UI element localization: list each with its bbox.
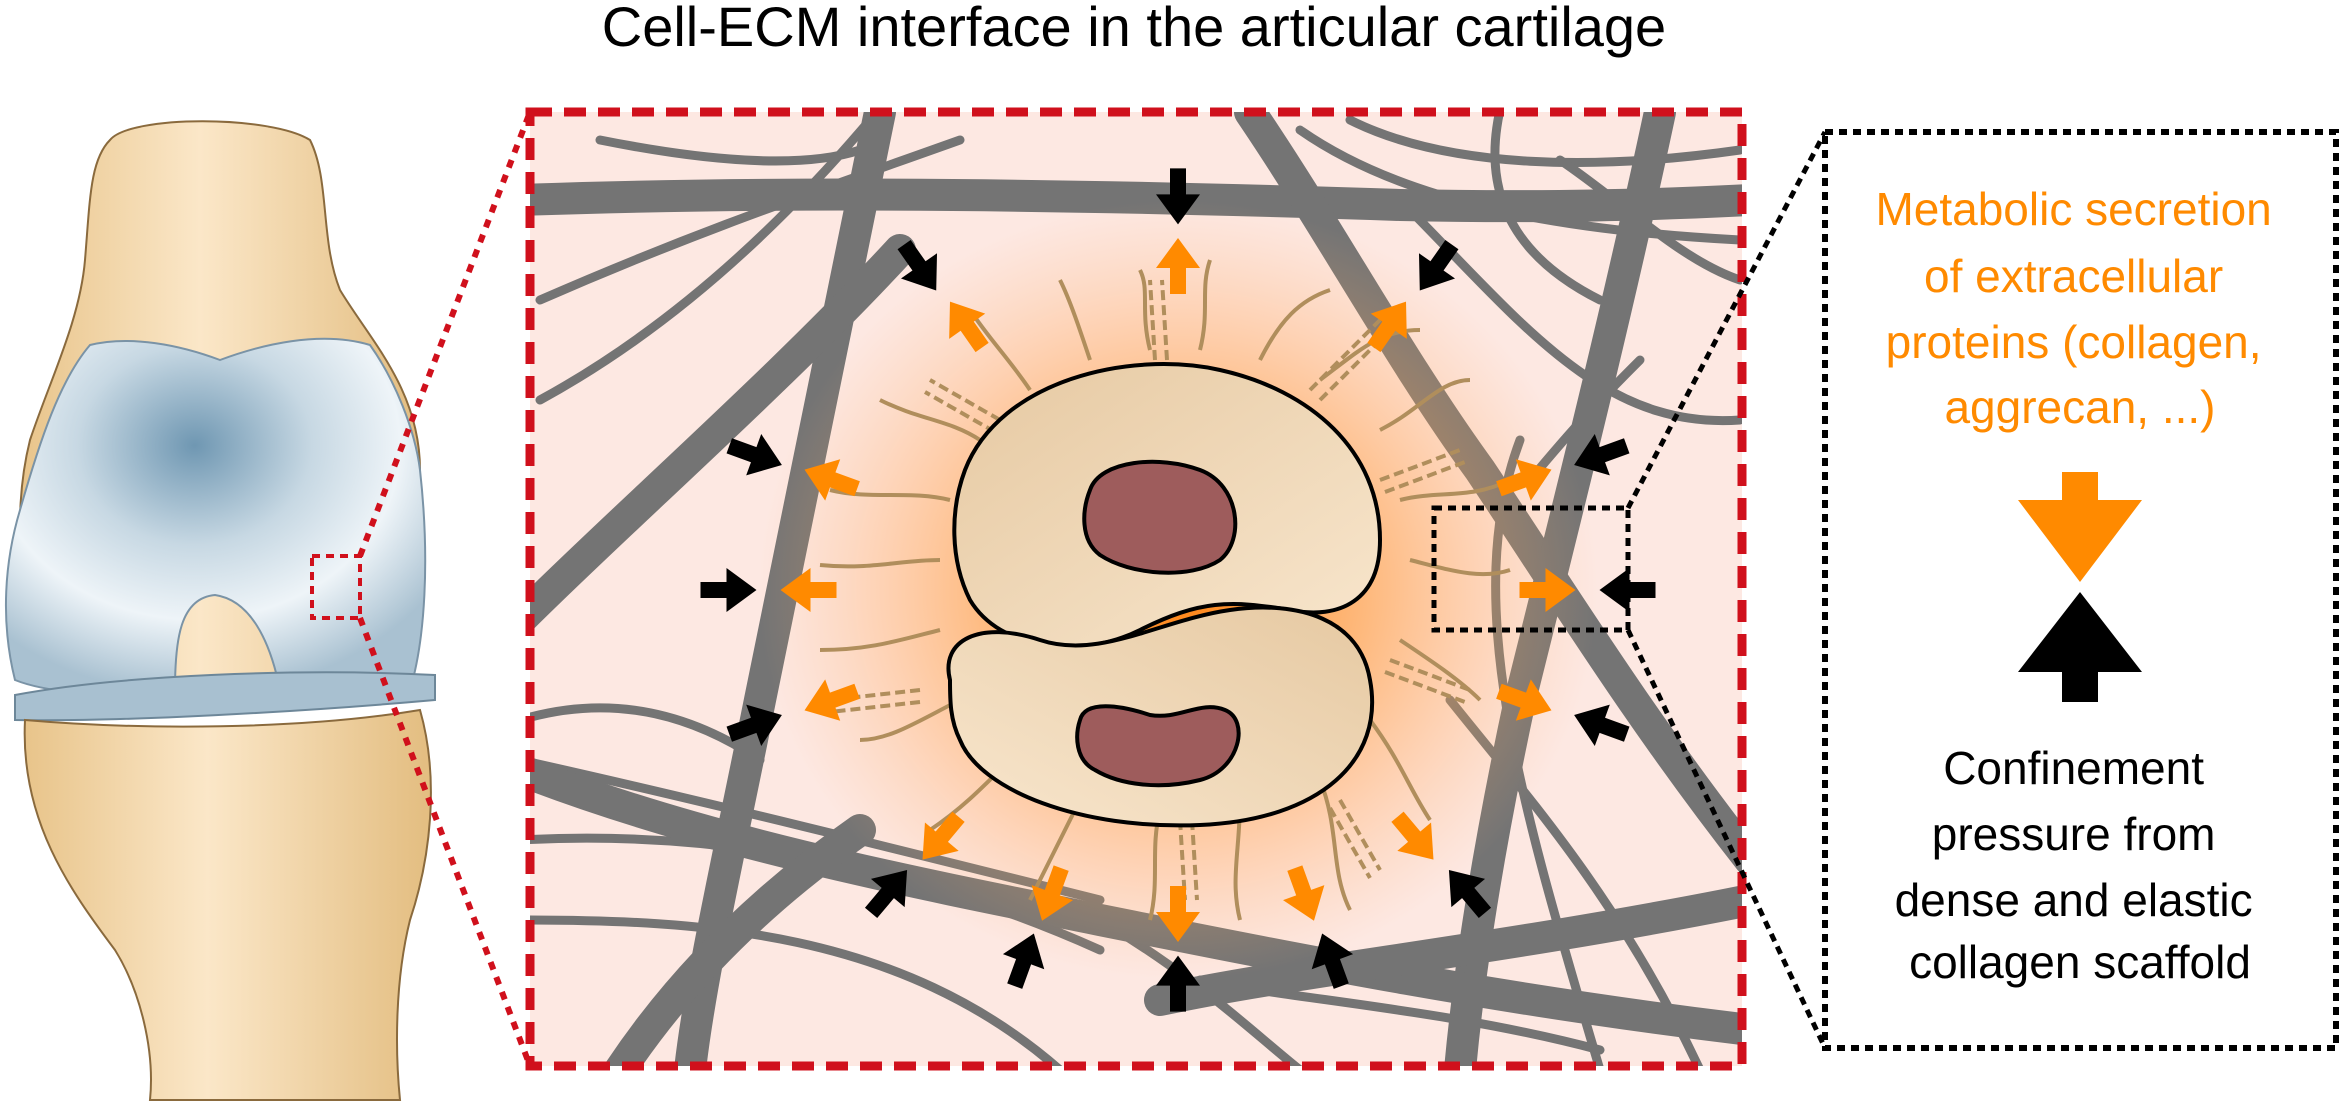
secretion-label: Metabolic secretion of extracellular pro… (1875, 183, 2284, 433)
secreted-collagen-bundles (829, 279, 1471, 901)
inward-arrow-icon (700, 568, 757, 612)
nucleus-icon-lower (1075, 704, 1241, 788)
outward-arrow-icon (949, 301, 989, 353)
outward-arrow-icon (2018, 472, 2142, 582)
outward-arrow-icon (1283, 865, 1325, 921)
inward-arrow-icon (1002, 933, 1045, 989)
knee-joint-icon (4, 120, 436, 1101)
inward-arrow-icon (1574, 434, 1630, 476)
inward-arrow-icon (864, 870, 908, 919)
inward-arrow-icon (1156, 168, 1200, 225)
inward-arrow-icon (726, 434, 782, 476)
outward-arrow-icon (1496, 679, 1552, 721)
inward-arrow-icon (1418, 240, 1459, 291)
inward-arrow-icon (1574, 704, 1630, 746)
ecm-zoom-panel (525, 107, 1747, 1071)
inward-arrow-icon (1156, 955, 1200, 1012)
inward-arrow-icon (2018, 592, 2142, 702)
inward-arrow-icon (1311, 933, 1354, 989)
secreted-collagen-strands (819, 259, 1511, 921)
figure-title: Cell-ECM interface in the articular cart… (602, 0, 1666, 58)
outward-arrow-icon (922, 811, 965, 860)
outward-arrow-icon (804, 679, 860, 721)
outward-arrow-icon (1519, 568, 1576, 612)
outward-arrow-icon (780, 568, 837, 612)
zoom-square-small (1431, 505, 1631, 633)
outward-arrow-icon (1031, 865, 1073, 921)
legend-connector-bottom (1625, 628, 1828, 1050)
outward-arrow-icon (1496, 459, 1552, 501)
inward-arrow-icon (897, 240, 938, 291)
nucleus-icon (1082, 459, 1238, 575)
zoom-frame (525, 107, 1747, 1071)
outward-arrow-icon (804, 459, 860, 501)
outward-arrow-icon (1156, 238, 1200, 294)
outward-arrow-icon (1367, 301, 1407, 353)
chondrocyte-icon (946, 362, 1383, 828)
force-arrows (700, 168, 1656, 1012)
legend-panel: Metabolic secretion of extracellular pro… (1822, 129, 2339, 1051)
outward-arrow-icon (1391, 811, 1434, 860)
outward-arrow-icon (1156, 886, 1200, 942)
zoom-line-top (357, 110, 533, 558)
inward-arrow-icon (1599, 568, 1656, 612)
legend-connector-top (1625, 130, 1828, 510)
inward-arrow-icon (726, 704, 782, 746)
confinement-label: Confinement pressure from dense and elas… (1895, 742, 2266, 988)
inward-arrow-icon (1448, 870, 1492, 919)
